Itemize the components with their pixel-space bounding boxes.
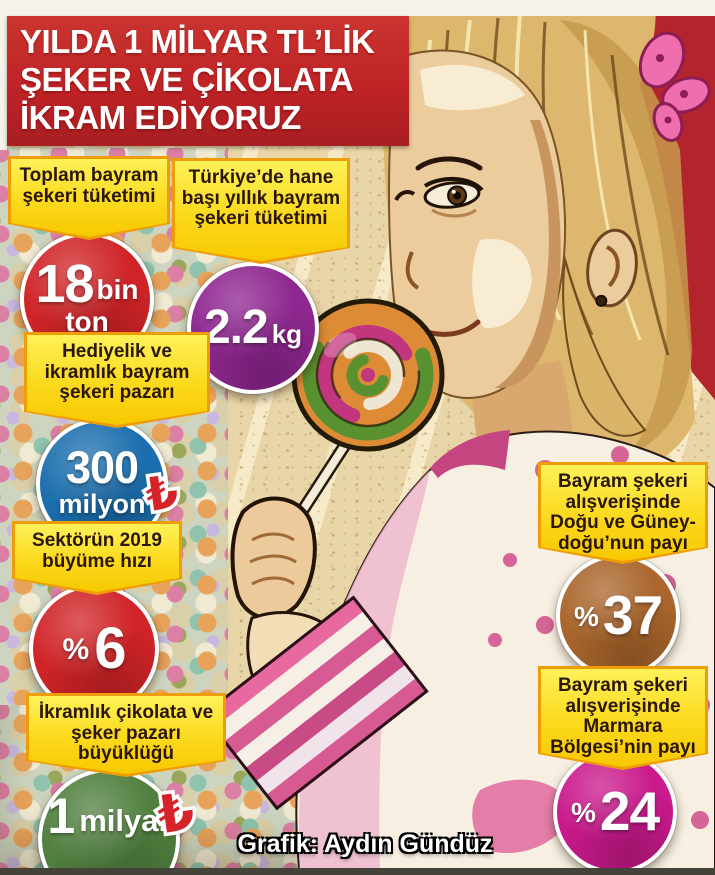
striped-cuff: [201, 595, 429, 811]
stat-marmara-share-circle: % 24: [553, 750, 677, 874]
hair-bow: [638, 31, 711, 142]
title-line-1: YILDA 1 MİLYAR TL’LİK: [20, 23, 375, 60]
top-margin: [0, 0, 715, 16]
stat-label-bubble: Toplam bayram şekeri tüketimi: [8, 156, 170, 240]
stat-value-big: 1: [47, 788, 75, 844]
stat-label-bubble: Bayram şekeri alışverişinde Marmara Bölg…: [538, 666, 708, 770]
stat-value-big: 6: [94, 615, 126, 681]
stat-label: Sektörün 2019 büyüme hızı: [32, 530, 162, 572]
stat-value-big: 300: [65, 442, 139, 494]
stat-label: Toplam bayram şekeri tüketimi: [19, 165, 159, 207]
far-eye: [394, 190, 416, 202]
eye: [423, 181, 481, 209]
stat-value-big: 24: [599, 780, 660, 843]
stat-value-big: 37: [602, 584, 663, 647]
percent-sign: %: [570, 796, 596, 828]
left-margin: [0, 16, 7, 150]
nose: [405, 251, 420, 290]
hand-and-stick: [201, 438, 429, 811]
stat-label-bubble: Türkiye’de hane başı yıllık bayram şeker…: [172, 158, 350, 264]
earring: [595, 294, 608, 307]
title-line-2: ŞEKER VE ÇİKOLATA: [20, 61, 354, 98]
percent-sign: %: [573, 600, 599, 632]
stat-value-unit: kg: [271, 318, 303, 349]
stat-label-bubble: İkramlık çikolata ve şeker pazarı büyükl…: [26, 693, 226, 777]
stat-value-unit: milyar: [79, 803, 171, 838]
stat-per-household-circle: 2.2 kg: [187, 262, 319, 394]
stat-label-bubble: Sektörün 2019 büyüme hızı: [12, 521, 182, 595]
title-banner: YILDA 1 MİLYAR TL’LİK ŞEKER VE ÇİKOLATA …: [7, 16, 409, 146]
title-line-3: İKRAM EDİYORUZ: [20, 99, 301, 136]
stat-label: Türkiye’de hane başı yıllık bayram şeker…: [181, 167, 341, 230]
stat-value-unit: bin: [96, 274, 139, 306]
stat-label-bubble: Hediyelik ve ikramlık bayram şekeri paza…: [24, 332, 210, 428]
stat-label: Hediyelik ve ikramlık bayram şekeri paza…: [44, 341, 190, 404]
stat-value-big: 2.2: [203, 301, 269, 355]
stat-value-sub: milyon: [58, 488, 146, 519]
eyebrow: [415, 156, 483, 171]
stat-label: İkramlık çikolata ve şeker pazarı büyükl…: [38, 702, 214, 765]
stat-label-bubble: Bayram şekeri alışverişinde Doğu ve Güne…: [538, 462, 708, 564]
bottom-edge-bar: [0, 868, 715, 875]
swirl-lollipop: [291, 298, 445, 452]
stat-value-big: 18: [35, 253, 94, 314]
stat-label: Bayram şekeri alışverişinde Doğu ve Güne…: [550, 471, 696, 554]
stat-total-market-circle: 1 milyar ₺ ₺: [38, 768, 201, 875]
graphic-credit: Grafik: Aydın Gündüz: [237, 830, 493, 858]
stat-southeast-share-circle: % 37: [556, 554, 680, 678]
percent-sign: %: [62, 633, 90, 667]
ear: [586, 228, 638, 308]
stat-label: Bayram şekeri alışverişinde Marmara Bölg…: [550, 675, 696, 758]
